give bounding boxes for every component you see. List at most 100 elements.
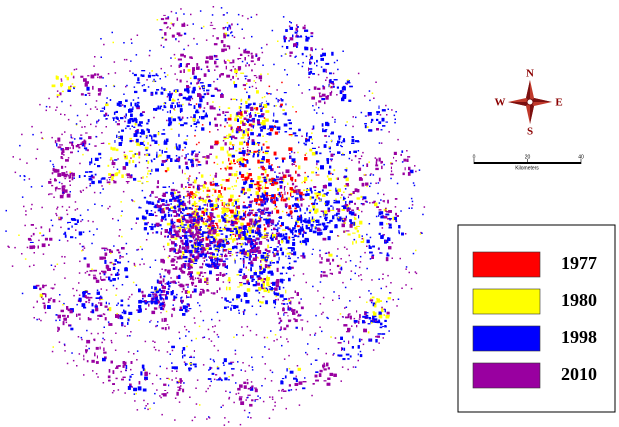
land-patch [199,291,202,295]
land-patch [392,216,395,221]
land-patch [150,300,154,304]
land-patch [206,89,210,92]
land-patch [200,271,203,274]
land-patch [381,117,385,122]
land-patch [244,250,248,252]
land-patch [370,173,373,175]
land-patch [180,223,184,226]
land-patch [192,216,196,218]
land-patch [197,78,201,81]
land-patch [362,196,367,200]
land-patch [102,270,107,274]
land-patch [266,198,268,203]
land-patch [231,154,235,158]
land-patch [102,256,106,260]
land-patch [343,185,347,187]
land-patch [197,227,201,232]
land-patch [237,230,241,234]
land-patch [335,187,337,192]
land-patch [176,225,180,228]
land-patch [317,227,320,232]
land-patch [83,175,86,177]
land-patch [328,170,331,175]
land-patch [203,218,205,220]
land-patch [223,371,226,375]
land-patch [281,388,284,391]
land-patch [199,239,203,243]
land-patch [94,145,97,147]
land-patch [243,309,246,312]
land-patch [342,140,346,143]
land-patch [289,37,294,41]
land-patch [113,263,115,266]
land-patch [250,129,253,132]
land-patch [78,146,81,149]
land-patch [162,393,167,397]
land-patch [180,387,182,390]
land-patch [140,371,143,376]
land-patch [172,234,177,236]
land-patch [144,372,148,376]
land-patch [121,378,124,381]
land-patch [288,236,291,239]
land-patch [288,119,291,121]
land-patch [110,360,113,364]
land-patch [345,215,347,219]
land-patch [353,221,355,226]
land-speck [260,47,263,49]
land-patch [213,204,218,207]
land-patch [91,309,95,314]
land-patch [217,196,220,200]
land-patch [111,176,114,180]
land-patch [252,152,255,154]
land-patch [300,255,304,257]
land-patch [182,217,185,220]
land-patch [158,154,162,157]
land-patch [112,370,115,374]
land-patch [313,86,317,90]
land-patch [41,235,44,237]
land-patch [383,200,385,203]
land-patch [357,353,359,356]
land-patch [407,172,411,176]
land-patch [168,285,171,288]
land-patch [194,256,196,260]
land-patch [120,304,124,307]
land-patch [239,232,243,234]
land-patch [249,115,251,118]
land-patch [193,123,197,125]
land-patch [380,322,383,326]
land-patch [293,377,297,380]
land-patch [162,129,165,131]
land-patch [105,103,109,107]
land-patch [206,289,209,292]
land-patch [251,141,255,145]
land-patch [178,64,181,68]
land-patch [242,257,245,262]
land-patch [311,226,313,230]
land-patch [197,256,199,260]
land-patch [302,387,306,390]
land-patch [209,153,212,155]
land-patch [220,94,224,98]
land-patch [190,235,192,238]
land-patch [289,54,292,57]
land-patch [292,227,296,230]
land-patch [240,112,243,116]
land-patch [177,389,181,391]
land-patch [318,373,322,377]
land-patch [43,285,46,287]
land-patch [346,207,351,210]
land-patch [103,114,106,117]
land-patch [378,314,383,319]
land-patch [235,208,237,212]
land-patch [388,226,392,229]
land-patch [251,275,254,278]
land-patch [248,173,252,177]
land-patch [187,238,189,241]
land-patch [263,278,266,281]
land-patch [287,192,289,195]
land-patch [364,321,366,324]
land-patch [266,102,270,106]
land-patch [230,78,232,81]
